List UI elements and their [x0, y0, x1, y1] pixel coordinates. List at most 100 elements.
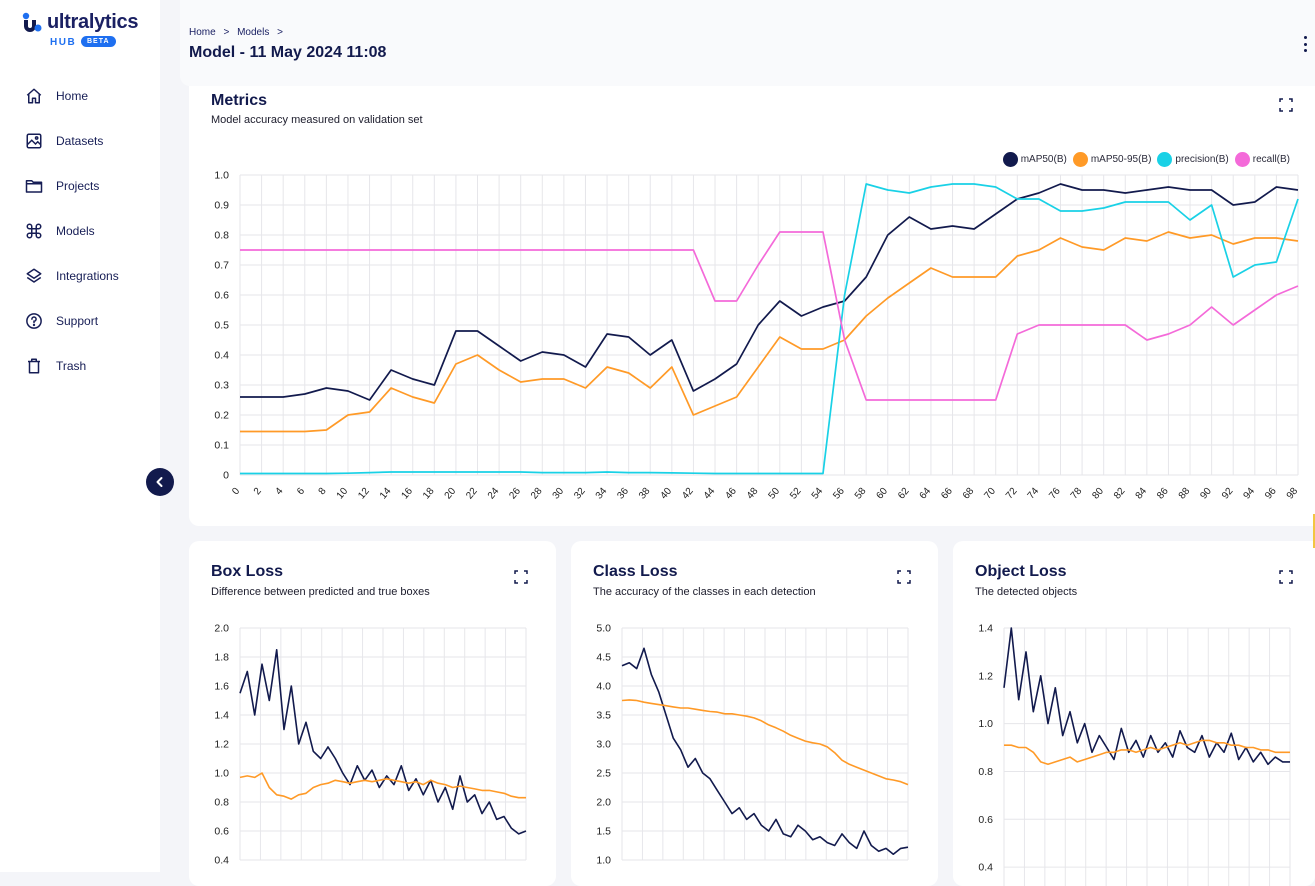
scroll-indicator[interactable]: [1313, 514, 1315, 548]
breadcrumb-separator: >: [277, 27, 283, 38]
x-tick-label: 58: [853, 486, 869, 502]
breadcrumb-models-link[interactable]: Models: [237, 27, 270, 38]
layers-icon: [24, 266, 44, 286]
x-tick-label: 0: [230, 486, 242, 498]
chevron-left-icon: [156, 477, 163, 487]
sidebar-item-integrations[interactable]: Integrations: [0, 253, 160, 298]
card-title: Object Loss: [975, 563, 1067, 580]
card-title: Box Loss: [211, 563, 284, 580]
sidebar-item-label: Support: [56, 313, 99, 328]
x-tick-label: 60: [874, 486, 890, 502]
legend-item[interactable]: mAP50(B): [1002, 152, 1067, 167]
x-tick-label: 38: [637, 486, 653, 502]
x-tick-label: 50: [767, 486, 783, 502]
sidebar-item-trash[interactable]: Trash: [0, 343, 160, 388]
folder-icon: [24, 176, 44, 196]
series-line: [1003, 627, 1290, 766]
sidebar-item-label: Home: [56, 88, 89, 103]
sidebar-item-label: Integrations: [56, 268, 119, 283]
x-tick-label: 32: [572, 486, 588, 502]
class-loss-card: Class Loss The accuracy of the classes i…: [571, 541, 938, 886]
x-tick-label: 94: [1242, 486, 1258, 502]
x-tick-label: 6: [295, 486, 307, 498]
x-tick-label: 16: [399, 486, 415, 502]
y-tick-label: 1.5: [596, 826, 611, 838]
x-tick-label: 28: [529, 486, 545, 502]
expand-icon[interactable]: [1279, 98, 1293, 112]
more-options-icon[interactable]: [1301, 36, 1309, 52]
ultralytics-hub-logo[interactable]: ultralytics HUB BETA: [20, 10, 150, 50]
x-tick-label: 24: [486, 486, 502, 502]
series-line: [239, 772, 526, 800]
y-tick-label: 1.6: [214, 681, 229, 693]
legend-item[interactable]: recall(B): [1234, 152, 1290, 167]
page-title: Model - 11 May 2024 11:08: [189, 44, 387, 61]
home-icon: [24, 86, 44, 106]
y-tick-label: 0.9: [214, 200, 229, 212]
x-tick-label: 66: [939, 486, 955, 502]
object-loss-chart: 0.4 0.6 0.8 1.0 1.2 1.4: [978, 623, 1291, 886]
x-tick-label: 52: [788, 486, 804, 502]
expand-icon[interactable]: [514, 570, 528, 584]
card-subtitle: Difference between predicted and true bo…: [211, 586, 430, 598]
page-header: Home > Models > Model - 11 May 2024 11:0…: [180, 0, 1315, 86]
y-tick-label: 0.8: [214, 230, 229, 242]
sidebar-item-support[interactable]: Support: [0, 298, 160, 343]
y-tick-label: 3.5: [596, 710, 611, 722]
metrics-card: Metrics Model accuracy measured on valid…: [189, 86, 1315, 526]
expand-icon[interactable]: [1279, 570, 1293, 584]
x-tick-label: 78: [1069, 486, 1085, 502]
y-tick-label: 1.4: [978, 623, 993, 635]
collapse-sidebar-button[interactable]: [146, 468, 174, 496]
series-line: [240, 231, 1299, 433]
legend-item[interactable]: mAP50-95(B): [1072, 152, 1151, 167]
x-tick-label: 74: [1026, 486, 1042, 502]
x-tick-label: 92: [1220, 486, 1236, 502]
trash-icon: [24, 356, 44, 376]
hub-label: HUB: [50, 37, 77, 48]
breadcrumb-separator: >: [223, 27, 230, 38]
x-tick-label: 30: [551, 486, 567, 502]
x-tick-label: 12: [356, 486, 372, 502]
y-tick-label: 2.5: [596, 768, 611, 780]
x-tick-label: 98: [1285, 486, 1301, 502]
series-line: [240, 183, 1299, 475]
x-tick-label: 76: [1047, 486, 1063, 502]
x-tick-label: 14: [378, 486, 394, 502]
sidebar-item-label: Projects: [56, 178, 100, 193]
x-tick-label: 54: [810, 486, 826, 502]
x-tick-label: 56: [831, 486, 847, 502]
y-tick-label: 0.4: [214, 350, 229, 362]
legend-label: recall(B): [1252, 154, 1290, 165]
y-tick-label: 1.0: [214, 768, 229, 780]
x-tick-label: 18: [421, 486, 437, 502]
help-circle-icon: [24, 311, 44, 331]
x-tick-label: 90: [1198, 486, 1214, 502]
card-subtitle: Model accuracy measured on validation se…: [211, 114, 423, 126]
series-line: [240, 231, 1299, 401]
y-tick-label: 1.0: [596, 855, 611, 867]
sidebar-item-models[interactable]: Models: [0, 208, 160, 253]
legend-item[interactable]: precision(B): [1157, 152, 1229, 167]
series-line: [621, 699, 909, 786]
y-tick-label: 0.1: [214, 440, 229, 452]
y-tick-label: 0.5: [214, 320, 229, 332]
y-tick-label: 0.7: [214, 260, 229, 272]
breadcrumb: Home > Models >: [189, 27, 288, 38]
x-tick-label: 44: [702, 486, 718, 502]
sidebar-item-projects[interactable]: Projects: [0, 163, 160, 208]
expand-icon[interactable]: [897, 570, 911, 584]
x-tick-label: 70: [982, 486, 998, 502]
command-icon: [24, 221, 44, 241]
series-line: [1004, 739, 1290, 766]
brand-name: ultralytics: [47, 11, 139, 33]
breadcrumb-home-link[interactable]: Home: [189, 27, 216, 38]
sidebar-item-datasets[interactable]: Datasets: [0, 118, 160, 163]
series-line: [239, 648, 527, 835]
y-tick-label: 0.8: [978, 766, 993, 778]
x-tick-label: 10: [335, 486, 351, 502]
sidebar-item-label: Datasets: [56, 133, 104, 148]
sidebar-item-home[interactable]: Home: [0, 73, 160, 118]
y-tick-label: 1.2: [978, 670, 993, 682]
x-tick-label: 80: [1090, 486, 1106, 502]
